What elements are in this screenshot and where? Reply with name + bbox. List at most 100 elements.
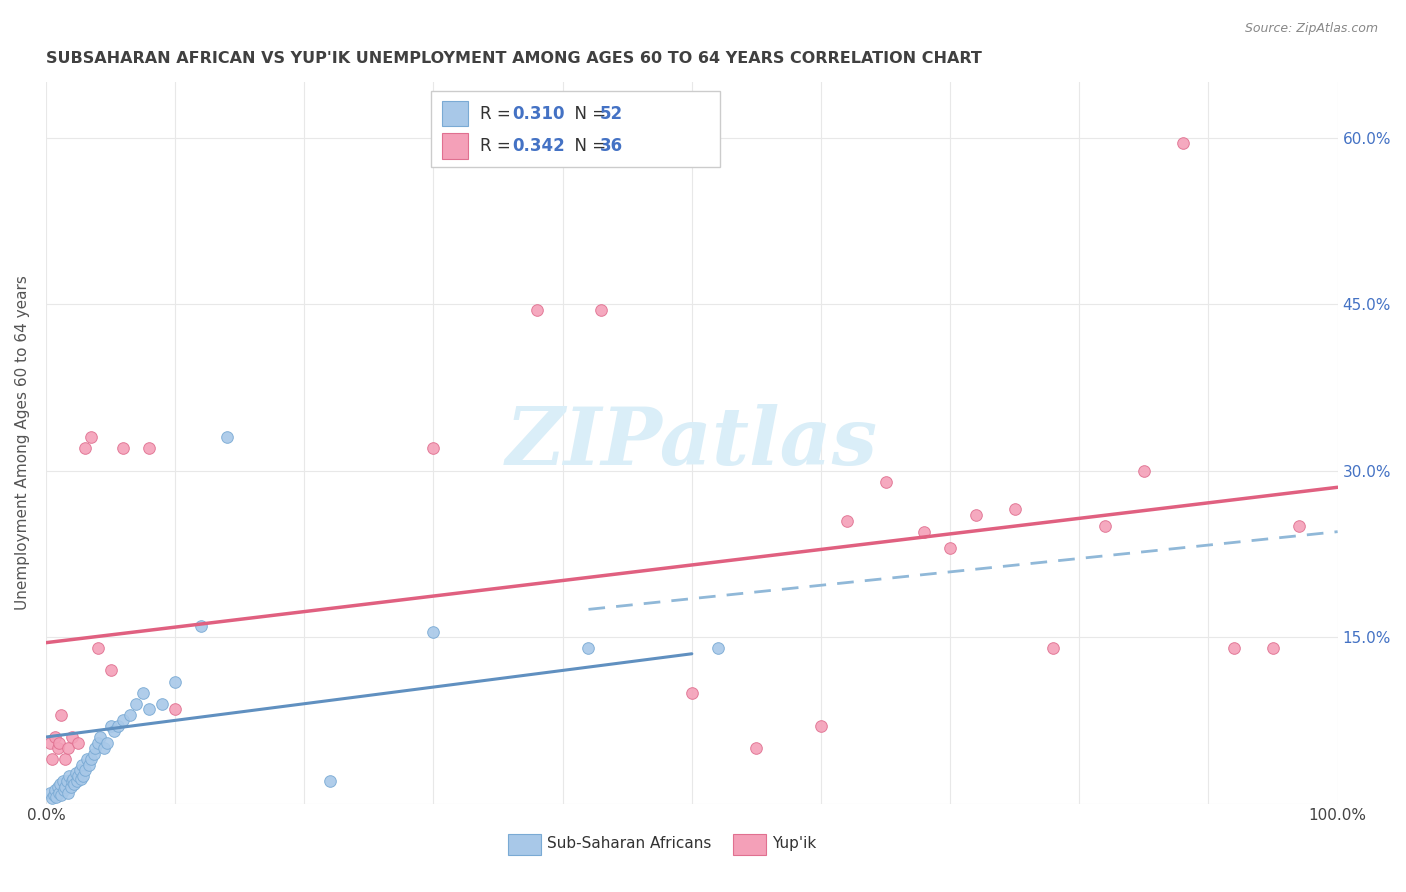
Point [875, 475, 897, 489]
Point [150, 697, 173, 711]
Point [49, 777, 72, 791]
Point [53, 780, 76, 794]
Point [422, 442, 444, 456]
Point [48, 785, 70, 799]
Point [578, 641, 600, 656]
Point [45, 789, 67, 804]
Point [67, 769, 90, 783]
Y-axis label: Unemployment Among Ages 60 to 64 years: Unemployment Among Ages 60 to 64 years [15, 276, 30, 610]
Point [63, 777, 86, 791]
Point [112, 714, 135, 728]
Point [118, 707, 141, 722]
Point [51, 788, 73, 802]
Point [1094, 519, 1116, 533]
Point [52, 774, 75, 789]
Point [51, 707, 73, 722]
Point [66, 774, 89, 789]
Point [73, 764, 96, 778]
Text: Yup'ik: Yup'ik [772, 837, 817, 851]
Point [93, 741, 115, 756]
Point [1004, 502, 1026, 516]
Point [422, 624, 444, 639]
Point [86, 735, 108, 749]
Point [67, 735, 90, 749]
Point [965, 508, 987, 522]
Text: 36: 36 [600, 137, 623, 155]
Point [138, 442, 160, 456]
Point [100, 664, 122, 678]
Point [80, 430, 103, 444]
Point [681, 685, 703, 699]
Text: SUBSAHARAN AFRICAN VS YUP'IK UNEMPLOYMENT AMONG AGES 60 TO 64 YEARS CORRELATION : SUBSAHARAN AFRICAN VS YUP'IK UNEMPLOYMEN… [46, 51, 981, 66]
Point [46, 741, 69, 756]
Text: N =: N = [564, 104, 612, 122]
Point [745, 741, 768, 756]
Point [591, 302, 613, 317]
Point [48, 735, 70, 749]
Point [73, 442, 96, 456]
Point [912, 524, 935, 539]
Point [60, 774, 83, 789]
Point [215, 430, 238, 444]
Point [939, 541, 962, 556]
Point [190, 619, 212, 633]
Point [77, 757, 100, 772]
Text: 0.342: 0.342 [512, 137, 565, 155]
Point [1171, 136, 1194, 151]
Point [138, 702, 160, 716]
Point [70, 772, 93, 787]
Point [1042, 641, 1064, 656]
Point [1133, 464, 1156, 478]
Point [100, 719, 122, 733]
Point [526, 302, 548, 317]
Point [62, 772, 84, 787]
Point [125, 697, 148, 711]
Point [38, 785, 60, 799]
Point [53, 752, 76, 766]
Point [59, 780, 82, 794]
Text: 0.310: 0.310 [512, 104, 565, 122]
Point [132, 685, 155, 699]
Point [72, 769, 94, 783]
Point [41, 791, 63, 805]
Point [42, 788, 65, 802]
Point [1223, 641, 1246, 656]
Point [76, 752, 98, 766]
Point [319, 774, 342, 789]
Point [80, 752, 103, 766]
Point [41, 752, 63, 766]
Point [69, 764, 91, 778]
Point [70, 757, 93, 772]
Text: N =: N = [564, 137, 612, 155]
Point [65, 765, 87, 780]
Point [38, 735, 60, 749]
Point [58, 769, 80, 783]
Point [46, 780, 69, 794]
Point [44, 730, 66, 744]
Point [60, 730, 83, 744]
Text: Sub-Saharan Africans: Sub-Saharan Africans [547, 837, 711, 851]
Point [706, 641, 728, 656]
Text: R =: R = [479, 104, 516, 122]
Point [89, 730, 111, 744]
Point [55, 774, 77, 789]
Point [83, 747, 105, 761]
Text: Source: ZipAtlas.com: Source: ZipAtlas.com [1244, 22, 1378, 36]
Text: R =: R = [479, 137, 516, 155]
Point [86, 641, 108, 656]
Point [44, 783, 66, 797]
Point [1261, 641, 1284, 656]
Point [56, 741, 79, 756]
Point [165, 674, 187, 689]
Point [103, 724, 125, 739]
Point [53, 783, 76, 797]
Point [112, 442, 135, 456]
Point [1288, 519, 1310, 533]
Text: ZIPatlas: ZIPatlas [506, 404, 877, 482]
Point [56, 785, 79, 799]
Point [165, 702, 187, 716]
Point [810, 719, 832, 733]
Point [107, 719, 129, 733]
Point [835, 514, 858, 528]
Point [84, 741, 107, 756]
